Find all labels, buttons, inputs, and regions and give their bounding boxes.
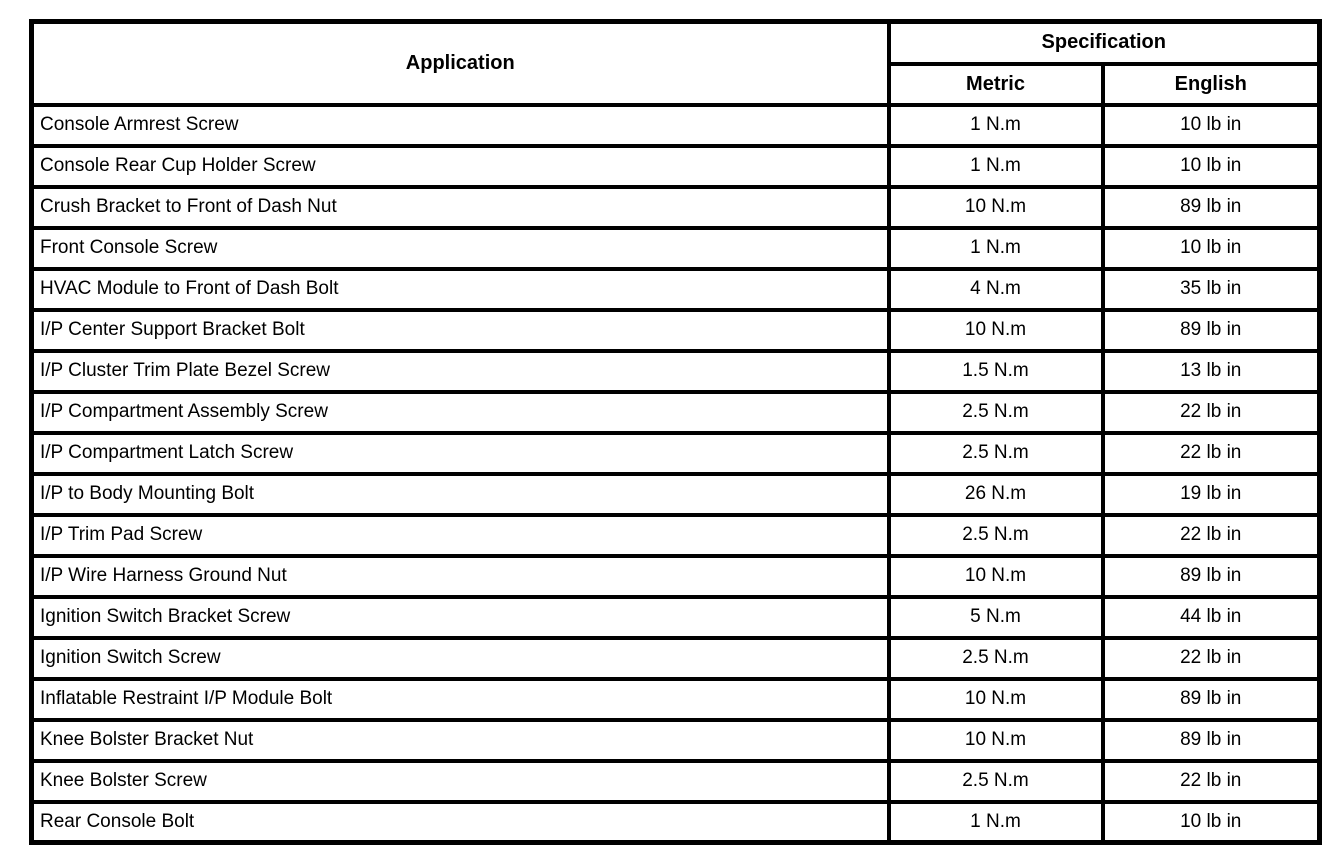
metric-cell: 10 N.m xyxy=(886,717,1105,763)
application-cell: Console Armrest Screw xyxy=(29,102,891,148)
metric-cell: 2.5 N.m xyxy=(886,635,1105,681)
table-row: I/P Wire Harness Ground Nut 10 N.m 89 lb i… xyxy=(29,553,1322,599)
english-cell: 89 lb in xyxy=(1100,717,1322,763)
table-row: I/P Compartment Latch Screw 2.5 N.m 22 lb … xyxy=(29,430,1322,476)
application-cell: I/P Center Support Bracket Bolt xyxy=(29,307,891,353)
english-cell: 22 lb in xyxy=(1100,389,1322,435)
table-row: Knee Bolster Screw 2.5 N.m 22 lb in xyxy=(29,758,1322,804)
english-cell: 44 lb in xyxy=(1100,594,1322,640)
table-row: I/P to Body Mounting Bolt 26 N.m 19 lb in xyxy=(29,471,1322,517)
application-cell: I/P to Body Mounting Bolt xyxy=(29,471,891,517)
application-cell: I/P Compartment Assembly Screw xyxy=(29,389,891,435)
table-row: Inflatable Restraint I/P Module Bolt 10 N… xyxy=(29,676,1322,722)
table-row: Ignition Switch Screw 2.5 N.m 22 lb in xyxy=(29,635,1322,681)
english-cell: 89 lb in xyxy=(1100,184,1322,230)
header-row-top: Application Specification xyxy=(29,19,1322,107)
english-cell: 22 lb in xyxy=(1100,430,1322,476)
table-row: Knee Bolster Bracket Nut 10 N.m 89 lb in xyxy=(29,717,1322,763)
table-row: I/P Cluster Trim Plate Bezel Screw 1.5 N.… xyxy=(29,348,1322,394)
application-cell: Knee Bolster Screw xyxy=(29,758,891,804)
application-cell: Console Rear Cup Holder Screw xyxy=(29,143,891,189)
metric-cell: 1 N.m xyxy=(886,225,1105,271)
table-row: Rear Console Bolt 1 N.m 10 lb in xyxy=(29,799,1322,845)
application-cell: Ignition Switch Screw xyxy=(29,635,891,681)
application-cell: Knee Bolster Bracket Nut xyxy=(29,717,891,763)
english-cell: 13 lb in xyxy=(1100,348,1322,394)
table-row: I/P Trim Pad Screw 2.5 N.m 22 lb in xyxy=(29,512,1322,558)
english-cell: 22 lb in xyxy=(1100,758,1322,804)
table-row: I/P Compartment Assembly Screw 2.5 N.m 22 … xyxy=(29,389,1322,435)
english-cell: 10 lb in xyxy=(1100,225,1322,271)
application-column-header: Application xyxy=(29,19,891,107)
application-cell: Rear Console Bolt xyxy=(29,799,891,845)
table-row: Crush Bracket to Front of Dash Nut 10 N.m… xyxy=(29,184,1322,230)
application-cell: HVAC Module to Front of Dash Bolt xyxy=(29,266,891,312)
english-column-header: English xyxy=(1100,61,1322,107)
specification-column-header: Specification xyxy=(886,19,1322,66)
application-cell: I/P Cluster Trim Plate Bezel Screw xyxy=(29,348,891,394)
header-row-units: Metric English xyxy=(32,61,1322,107)
torque-specifications-table: Application Specification Metric English… xyxy=(29,19,1323,845)
english-cell: 22 lb in xyxy=(1100,512,1322,558)
table-header: Application Specification Metric English xyxy=(29,19,1322,107)
metric-cell: 2.5 N.m xyxy=(886,389,1105,435)
metric-cell: 26 N.m xyxy=(886,471,1105,517)
application-cell: I/P Compartment Latch Screw xyxy=(29,430,891,476)
metric-column-header: Metric xyxy=(886,61,1105,107)
table-row: Front Console Screw 1 N.m 10 lb in xyxy=(29,225,1322,271)
metric-cell: 1 N.m xyxy=(886,143,1105,189)
table-row: HVAC Module to Front of Dash Bolt 4 N.m 35… xyxy=(29,266,1322,312)
english-cell: 10 lb in xyxy=(1100,102,1322,148)
application-cell: I/P Wire Harness Ground Nut xyxy=(29,553,891,599)
metric-cell: 10 N.m xyxy=(886,553,1105,599)
table-row: Console Armrest Screw 1 N.m 10 lb in xyxy=(29,102,1322,148)
application-cell: Inflatable Restraint I/P Module Bolt xyxy=(29,676,891,722)
metric-cell: 5 N.m xyxy=(886,594,1105,640)
application-cell: I/P Trim Pad Screw xyxy=(29,512,891,558)
table-row: Ignition Switch Bracket Screw 5 N.m 44 lb … xyxy=(29,594,1322,640)
metric-cell: 10 N.m xyxy=(886,676,1105,722)
english-cell: 19 lb in xyxy=(1100,471,1322,517)
english-cell: 22 lb in xyxy=(1100,635,1322,681)
metric-cell: 10 N.m xyxy=(886,184,1105,230)
english-cell: 89 lb in xyxy=(1100,307,1322,353)
metric-cell: 1.5 N.m xyxy=(886,348,1105,394)
metric-cell: 2.5 N.m xyxy=(886,758,1105,804)
metric-cell: 1 N.m xyxy=(886,102,1105,148)
english-cell: 35 lb in xyxy=(1100,266,1322,312)
application-cell: Ignition Switch Bracket Screw xyxy=(29,594,891,640)
metric-cell: 1 N.m xyxy=(886,799,1105,845)
metric-cell: 2.5 N.m xyxy=(886,512,1105,558)
table-row: I/P Center Support Bracket Bolt 10 N.m 89 … xyxy=(29,307,1322,353)
table-body: Console Armrest Screw 1 N.m 10 lb in Consol… xyxy=(29,102,1322,845)
application-cell: Crush Bracket to Front of Dash Nut xyxy=(29,184,891,230)
english-cell: 89 lb in xyxy=(1100,676,1322,722)
english-cell: 10 lb in xyxy=(1100,799,1322,845)
english-cell: 89 lb in xyxy=(1100,553,1322,599)
metric-cell: 4 N.m xyxy=(886,266,1105,312)
table-row: Console Rear Cup Holder Screw 1 N.m 10 lb … xyxy=(29,143,1322,189)
metric-cell: 2.5 N.m xyxy=(886,430,1105,476)
application-cell: Front Console Screw xyxy=(29,225,891,271)
metric-cell: 10 N.m xyxy=(886,307,1105,353)
english-cell: 10 lb in xyxy=(1100,143,1322,189)
